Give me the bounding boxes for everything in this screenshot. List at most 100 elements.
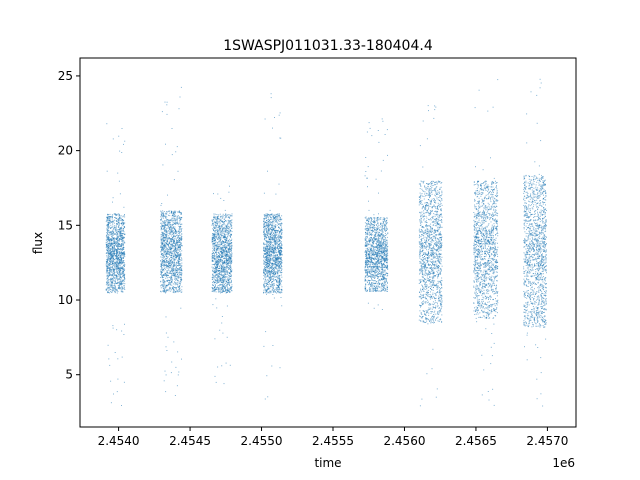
data-point — [228, 240, 230, 241]
data-point — [113, 258, 114, 260]
data-point — [164, 282, 166, 284]
data-point — [113, 287, 115, 289]
data-point — [228, 291, 229, 293]
data-point — [174, 284, 176, 286]
data-point — [114, 276, 116, 278]
data-point — [107, 283, 109, 285]
data-point — [113, 227, 115, 229]
data-point — [118, 271, 120, 273]
data-point — [175, 287, 177, 289]
data-point — [118, 285, 120, 287]
data-point — [109, 242, 111, 244]
data-point — [119, 219, 121, 221]
data-point — [226, 242, 228, 244]
data-point — [173, 230, 175, 232]
data-point — [108, 252, 110, 254]
data-point — [113, 263, 114, 265]
data-point — [178, 245, 180, 247]
data-point — [112, 280, 114, 282]
data-point — [112, 250, 114, 252]
data-point — [212, 239, 214, 241]
data-point — [268, 231, 270, 233]
data-point — [105, 284, 107, 286]
data-point — [223, 274, 225, 276]
data-point — [219, 291, 221, 293]
data-point — [110, 269, 112, 270]
data-point — [114, 281, 116, 283]
data-point — [165, 215, 167, 217]
data-point — [174, 276, 176, 278]
data-point — [164, 267, 166, 269]
data-point — [224, 290, 226, 292]
data-point — [117, 229, 119, 230]
data-point — [214, 286, 216, 287]
data-point — [270, 290, 272, 292]
data-point — [162, 280, 164, 281]
data-point — [175, 366, 177, 368]
data-point — [171, 220, 173, 222]
data-point — [111, 241, 113, 243]
data-point — [107, 243, 109, 245]
data-point — [177, 247, 179, 249]
data-point — [221, 288, 223, 290]
data-point — [175, 223, 177, 225]
data-point — [115, 283, 117, 284]
data-point — [277, 291, 279, 293]
data-point — [120, 290, 122, 292]
data-point — [109, 250, 111, 252]
data-point — [281, 226, 282, 228]
data-point — [117, 225, 119, 227]
data-point — [123, 265, 125, 267]
data-point — [218, 288, 220, 290]
data-point — [172, 239, 174, 241]
data-point — [117, 278, 119, 280]
data-point — [165, 251, 167, 253]
data-point — [119, 227, 121, 229]
data-point — [175, 267, 177, 269]
data-point — [116, 250, 118, 252]
data-point — [120, 227, 122, 229]
data-point — [109, 260, 111, 262]
data-point — [121, 257, 123, 259]
data-point — [177, 268, 179, 269]
data-point — [106, 278, 108, 280]
data-point — [163, 225, 165, 227]
data-point — [122, 257, 124, 259]
data-point — [169, 252, 171, 254]
data-point — [179, 96, 181, 98]
data-point — [122, 291, 124, 293]
data-point — [177, 270, 179, 272]
data-point — [123, 238, 125, 240]
data-point — [119, 216, 121, 218]
data-point — [108, 255, 110, 257]
data-point — [228, 254, 229, 256]
data-point — [166, 253, 168, 255]
data-point — [113, 287, 115, 289]
data-point — [175, 291, 176, 293]
data-point — [212, 282, 214, 283]
data-point — [118, 239, 120, 241]
data-point — [160, 216, 162, 218]
data-point — [223, 281, 225, 283]
data-point — [165, 218, 167, 219]
data-point — [115, 276, 117, 277]
data-point — [272, 277, 274, 279]
data-point — [171, 240, 173, 242]
data-point — [123, 222, 125, 224]
data-point — [120, 248, 122, 249]
data-point — [219, 244, 221, 246]
data-point — [172, 238, 174, 240]
data-point — [266, 283, 268, 285]
data-point — [174, 218, 176, 220]
data-point — [163, 262, 165, 264]
data-point — [225, 257, 227, 259]
data-point — [122, 279, 124, 281]
data-point — [112, 275, 113, 277]
data-point — [166, 243, 168, 245]
data-point — [161, 272, 163, 273]
data-point — [167, 253, 169, 255]
data-point — [160, 271, 162, 273]
data-point — [264, 263, 266, 265]
data-point — [214, 269, 216, 271]
data-point — [174, 254, 176, 256]
